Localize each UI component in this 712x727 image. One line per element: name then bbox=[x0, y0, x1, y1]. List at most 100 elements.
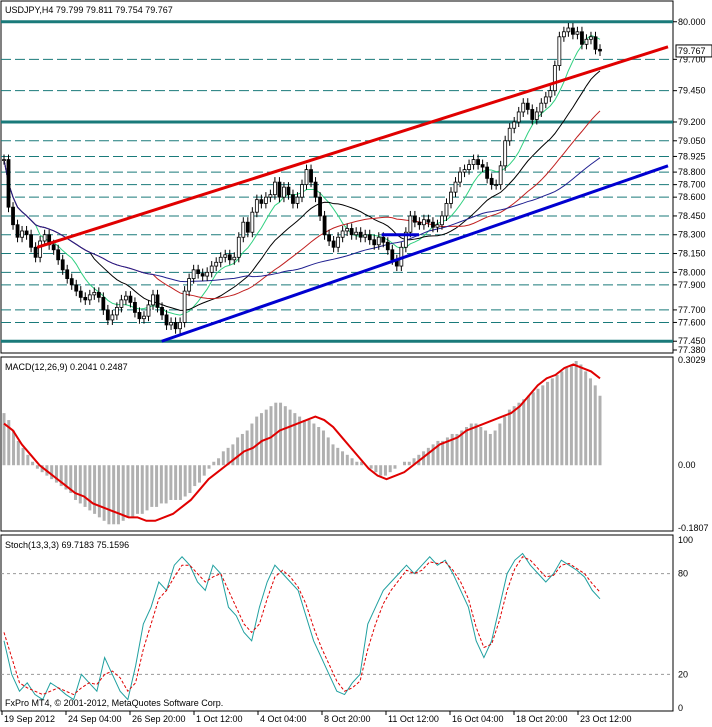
candle-body bbox=[33, 246, 38, 258]
price-tick-label: 79.050 bbox=[678, 136, 706, 146]
price-tick-label: 80.000 bbox=[678, 17, 706, 27]
candle-body bbox=[580, 31, 584, 45]
candle-body bbox=[322, 215, 327, 236]
axes: 80.000 79.700 79.450 79.200 79.050 78.925 78.8… bbox=[1, 17, 712, 724]
time-tick-label: 1 Oct 12:00 bbox=[196, 714, 243, 724]
candle-body bbox=[250, 211, 255, 233]
candle-body bbox=[349, 228, 354, 236]
candle-body bbox=[327, 234, 331, 242]
candle-body bbox=[254, 199, 259, 213]
price-tick-label: 78.925 bbox=[678, 151, 706, 161]
candle-body bbox=[291, 194, 295, 204]
candle-body bbox=[295, 196, 300, 204]
stoch-tick-label: 80 bbox=[678, 569, 688, 579]
candle-body bbox=[241, 221, 246, 238]
time-tick-label: 11 Oct 12:00 bbox=[388, 714, 439, 724]
price-tick-label: 78.000 bbox=[678, 267, 706, 277]
current-price-box bbox=[675, 44, 712, 58]
candle-body bbox=[453, 181, 458, 193]
price-title: USDJPY,H4 79.799 79.811 79.754 79.767 bbox=[5, 5, 173, 15]
candle-body bbox=[133, 301, 137, 313]
candle-body bbox=[83, 296, 88, 301]
stoch-line bbox=[3, 556, 601, 696]
candle-body bbox=[376, 236, 381, 246]
candle-body bbox=[273, 181, 277, 196]
candle-body bbox=[137, 312, 142, 320]
candle-body bbox=[431, 221, 435, 228]
price-tick-label: 78.300 bbox=[678, 230, 706, 240]
candle-body bbox=[164, 314, 169, 326]
candle-body bbox=[38, 240, 43, 258]
candle-body bbox=[218, 256, 223, 263]
candle-body bbox=[557, 36, 562, 67]
candle-body bbox=[191, 269, 196, 279]
candle-body bbox=[444, 203, 449, 217]
candle-body bbox=[6, 159, 11, 208]
price-tick-label: 77.700 bbox=[678, 305, 706, 315]
candle-body bbox=[245, 221, 250, 233]
candle-body bbox=[390, 249, 395, 261]
candle-body bbox=[494, 184, 499, 187]
candle-body bbox=[566, 27, 571, 33]
candle-body bbox=[142, 315, 146, 320]
candle-body bbox=[304, 169, 309, 186]
time-tick-label: 23 Oct 12:00 bbox=[580, 714, 632, 724]
candle-body bbox=[426, 219, 431, 223]
candle-body bbox=[503, 140, 508, 167]
price-tick-label: 77.450 bbox=[678, 336, 706, 346]
candle-body bbox=[200, 273, 205, 277]
moving-average-line bbox=[3, 157, 601, 283]
candle-body bbox=[42, 234, 47, 242]
candle-body bbox=[385, 241, 390, 251]
candle-body bbox=[507, 127, 512, 142]
candle-body bbox=[196, 269, 201, 274]
macd-signal-line bbox=[3, 363, 601, 522]
candle-body bbox=[160, 307, 164, 316]
candle-body bbox=[345, 228, 350, 232]
candle-body bbox=[227, 254, 232, 261]
candle-body bbox=[354, 231, 359, 236]
candle-body bbox=[205, 271, 210, 277]
candle-body bbox=[96, 291, 101, 298]
current-price-label: 79.767 bbox=[678, 46, 706, 56]
price-tick-label: 78.150 bbox=[678, 249, 706, 259]
time-tick-label: 4 Oct 04:00 bbox=[260, 714, 307, 724]
candle-body bbox=[232, 256, 237, 261]
candle-body bbox=[124, 295, 128, 301]
candle-body bbox=[286, 186, 291, 196]
candle-body bbox=[182, 290, 187, 323]
candle-body bbox=[480, 164, 485, 168]
candle-body bbox=[2, 159, 6, 161]
candle-body bbox=[151, 294, 155, 306]
macd-tick-label: -0.1807 bbox=[678, 523, 709, 533]
candle-body bbox=[69, 278, 74, 286]
candle-body bbox=[512, 121, 517, 129]
candle-body bbox=[178, 322, 182, 330]
candle-body bbox=[259, 199, 264, 204]
candle-body bbox=[101, 296, 106, 311]
candle-body bbox=[92, 291, 97, 296]
trendline bbox=[36, 45, 669, 249]
candle-body bbox=[543, 96, 548, 104]
price-tick-label: 78.700 bbox=[678, 180, 706, 190]
time-tick-label: 26 Sep 20:00 bbox=[132, 714, 186, 724]
candle-body bbox=[408, 215, 413, 233]
candle-body bbox=[223, 254, 228, 258]
candle-body bbox=[313, 181, 318, 198]
time-tick-label: 18 Oct 20:00 bbox=[516, 714, 568, 724]
time-tick-label: 8 Oct 20:00 bbox=[324, 714, 371, 724]
candle-body bbox=[498, 165, 503, 186]
candle-body bbox=[29, 234, 33, 248]
candle-body bbox=[340, 230, 345, 238]
candle-body bbox=[552, 65, 557, 92]
macd-tick-label: 0.3029 bbox=[678, 355, 706, 365]
stoch-tick-label: 100 bbox=[678, 535, 693, 545]
price-tick-label: 78.600 bbox=[678, 192, 706, 202]
candle-body bbox=[593, 36, 598, 50]
price-plot bbox=[1, 20, 673, 343]
candle-body bbox=[539, 102, 544, 113]
candle-body bbox=[74, 284, 79, 292]
candle-body bbox=[530, 109, 535, 120]
candle-body bbox=[78, 290, 83, 298]
candle-body bbox=[51, 244, 56, 251]
